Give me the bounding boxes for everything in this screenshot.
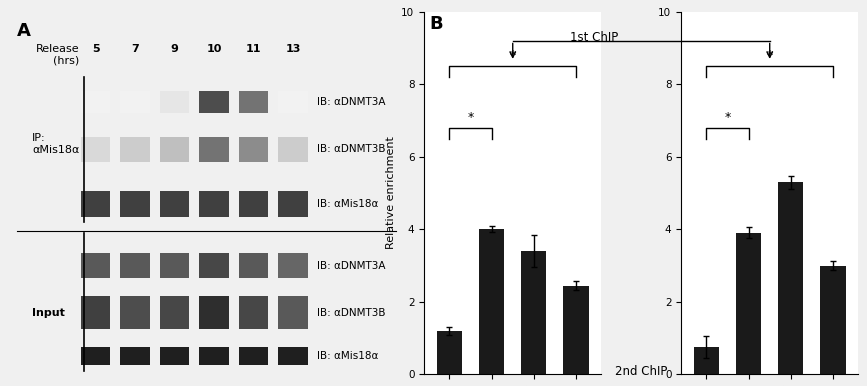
Bar bbox=[278, 137, 308, 162]
Text: IB: αDNMT3B: IB: αDNMT3B bbox=[316, 144, 385, 154]
Bar bbox=[121, 191, 150, 217]
Text: IB: αMis18α: IB: αMis18α bbox=[316, 199, 378, 209]
Bar bbox=[238, 296, 268, 329]
Bar bbox=[199, 91, 229, 113]
Bar bbox=[238, 91, 268, 113]
Bar bbox=[199, 253, 229, 278]
Text: IB: αDNMT3B: IB: αDNMT3B bbox=[316, 308, 385, 318]
Bar bbox=[160, 296, 189, 329]
Text: B: B bbox=[429, 15, 443, 34]
Text: *: * bbox=[467, 111, 473, 124]
Bar bbox=[238, 347, 268, 365]
Bar bbox=[199, 137, 229, 162]
Bar bbox=[121, 296, 150, 329]
Bar bbox=[121, 253, 150, 278]
Bar bbox=[199, 191, 229, 217]
Bar bbox=[81, 137, 110, 162]
Text: 7: 7 bbox=[131, 44, 139, 54]
Bar bbox=[820, 266, 845, 374]
Bar bbox=[160, 253, 189, 278]
Text: Release
(hrs): Release (hrs) bbox=[36, 44, 80, 66]
Text: 1st ChIP: 1st ChIP bbox=[570, 31, 618, 44]
Text: A: A bbox=[16, 22, 30, 41]
Bar bbox=[160, 91, 189, 113]
Bar bbox=[694, 347, 719, 374]
Text: 13: 13 bbox=[285, 44, 301, 54]
Bar bbox=[160, 191, 189, 217]
Bar bbox=[278, 253, 308, 278]
Bar bbox=[278, 296, 308, 329]
Bar bbox=[779, 182, 804, 374]
Bar bbox=[160, 137, 189, 162]
Text: Input: Input bbox=[32, 308, 65, 318]
Bar bbox=[81, 91, 110, 113]
Bar bbox=[437, 331, 462, 374]
Bar bbox=[479, 229, 505, 374]
Bar bbox=[278, 191, 308, 217]
Bar bbox=[278, 91, 308, 113]
Bar bbox=[160, 347, 189, 365]
Text: IB: αDNMT3A: IB: αDNMT3A bbox=[316, 97, 385, 107]
Text: IB: αDNMT3A: IB: αDNMT3A bbox=[316, 261, 385, 271]
Bar bbox=[238, 137, 268, 162]
Bar bbox=[199, 347, 229, 365]
Bar bbox=[736, 233, 761, 374]
Bar bbox=[81, 296, 110, 329]
Bar bbox=[121, 137, 150, 162]
Y-axis label: Relative enrichment: Relative enrichment bbox=[386, 137, 395, 249]
Text: 5: 5 bbox=[92, 44, 100, 54]
Bar bbox=[121, 347, 150, 365]
Text: 10: 10 bbox=[206, 44, 222, 54]
Bar bbox=[521, 251, 546, 374]
Bar bbox=[121, 91, 150, 113]
Bar bbox=[238, 253, 268, 278]
Bar bbox=[238, 191, 268, 217]
Bar bbox=[81, 253, 110, 278]
Bar bbox=[81, 191, 110, 217]
Bar bbox=[81, 347, 110, 365]
Text: 11: 11 bbox=[245, 44, 261, 54]
Text: IP:
αMis18α: IP: αMis18α bbox=[32, 133, 80, 155]
Text: *: * bbox=[510, 49, 516, 63]
Bar bbox=[564, 286, 589, 374]
Text: IB: αMis18α: IB: αMis18α bbox=[316, 351, 378, 361]
Text: *: * bbox=[766, 49, 772, 63]
Text: *: * bbox=[725, 111, 731, 124]
Text: 2nd ChIP: 2nd ChIP bbox=[615, 365, 668, 378]
Bar bbox=[278, 347, 308, 365]
Text: 9: 9 bbox=[171, 44, 179, 54]
Bar bbox=[199, 296, 229, 329]
